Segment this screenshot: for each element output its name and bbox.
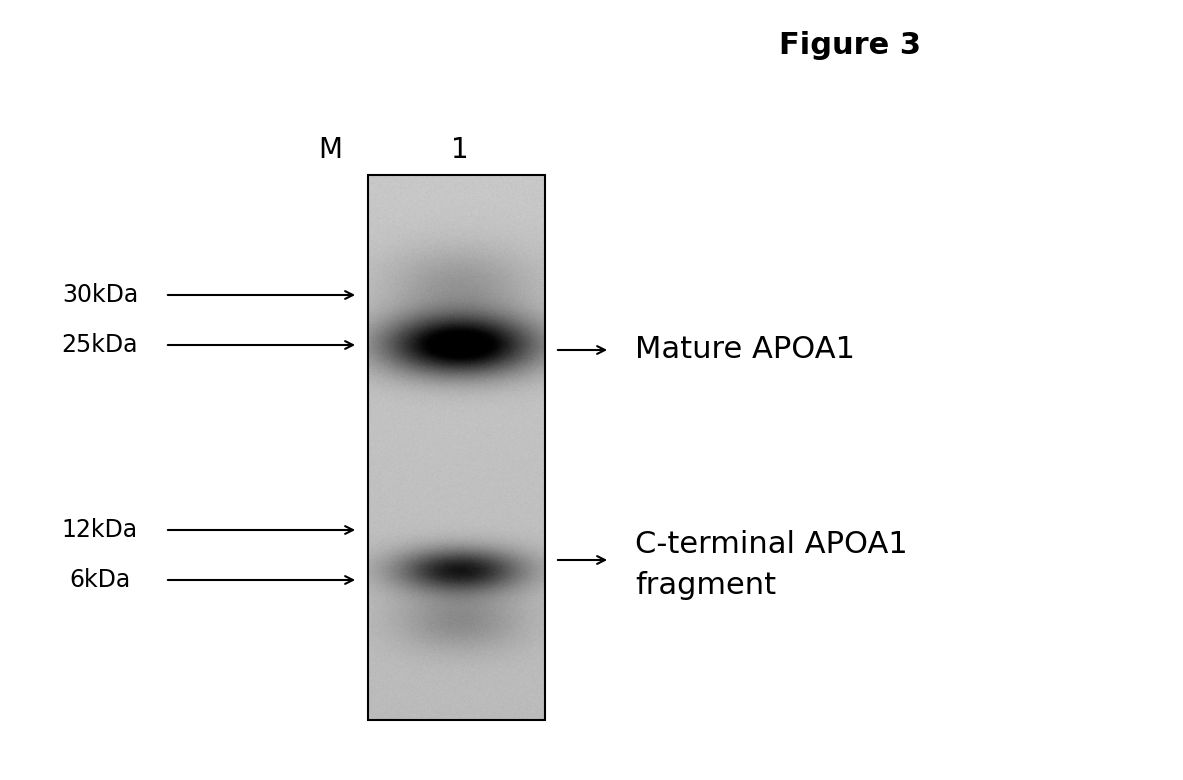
Text: Figure 3: Figure 3 <box>778 30 922 59</box>
Text: M: M <box>318 136 342 164</box>
Text: 30kDa: 30kDa <box>62 283 138 307</box>
Text: Mature APOA1: Mature APOA1 <box>635 335 855 364</box>
Bar <box>368 175 545 720</box>
Text: 25kDa: 25kDa <box>62 333 138 357</box>
Text: 6kDa: 6kDa <box>70 568 130 592</box>
Text: 1: 1 <box>451 136 468 164</box>
Text: C-terminal APOA1
fragment: C-terminal APOA1 fragment <box>635 530 907 600</box>
Text: 12kDa: 12kDa <box>62 518 138 542</box>
